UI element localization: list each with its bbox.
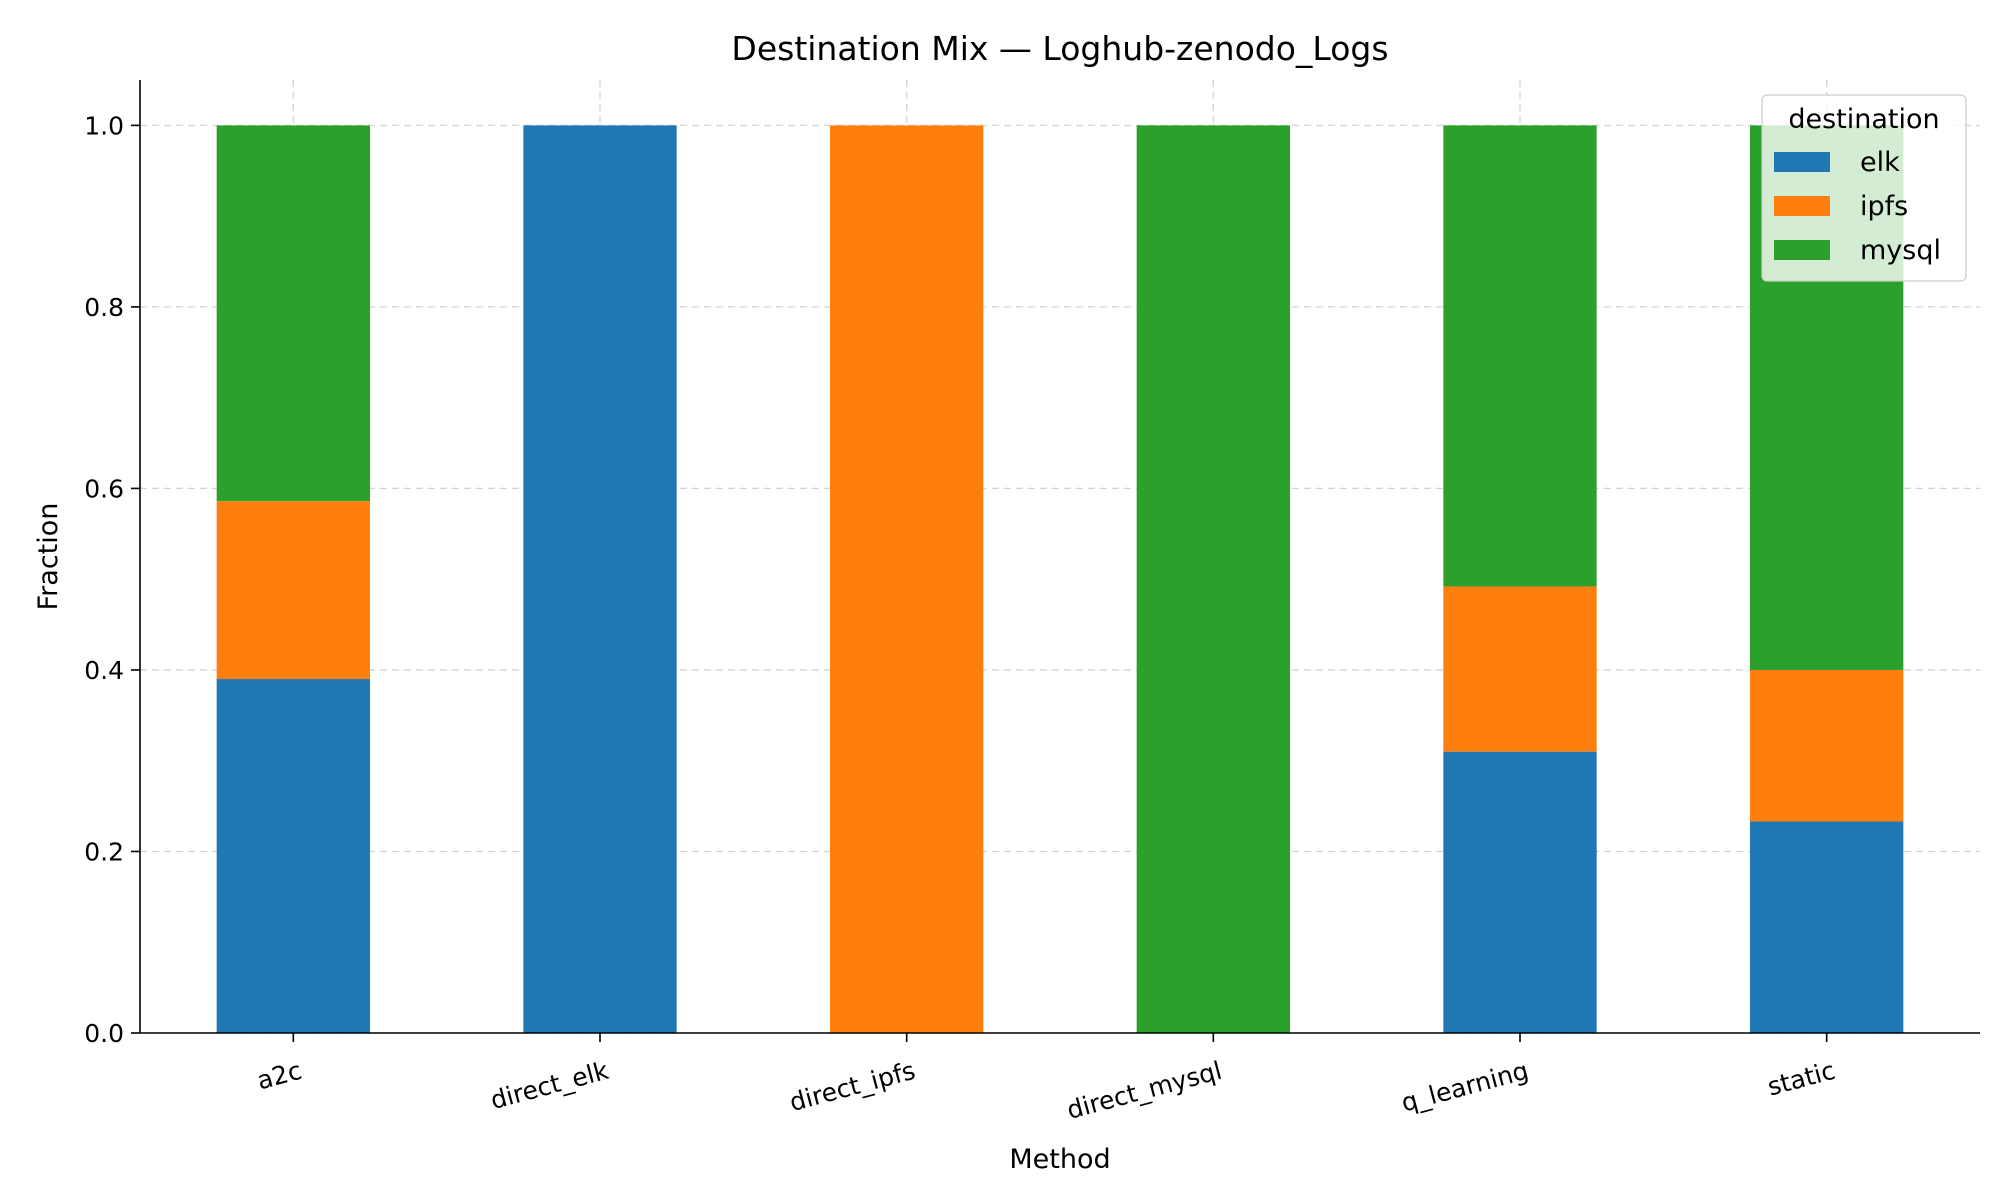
legend-box [1761, 94, 1967, 282]
bars [216, 125, 1904, 1033]
legend-swatch-ipfs [1774, 196, 1830, 216]
legend-title: destination [1788, 104, 1939, 135]
legend-swatch-mysql [1774, 240, 1830, 260]
bar-ipfs-q_learning [1443, 586, 1597, 752]
x-tick-label: q_learning [1398, 1056, 1531, 1118]
bar-mysql-q_learning [1443, 125, 1597, 587]
legend-label-mysql: mysql [1860, 235, 1941, 266]
bar-elk-static [1750, 821, 1904, 1033]
y-tick-label: 1.0 [84, 111, 124, 140]
x-tick-label: direct_ipfs [786, 1056, 918, 1117]
bar-elk-direct_elk [523, 125, 677, 1033]
y-tick-label: 0.4 [84, 656, 124, 685]
bar-mysql-direct_mysql [1136, 125, 1290, 1033]
bar-ipfs-static [1750, 669, 1904, 822]
x-tick-label: static [1764, 1056, 1838, 1102]
legend: destination elk ipfs mysql [1761, 94, 1967, 282]
y-tick-label: 0.2 [84, 837, 124, 866]
chart-title: Destination Mix — Loghub-zenodo_Logs [731, 29, 1388, 68]
axes [139, 80, 1980, 1034]
x-tick-label: a2c [254, 1056, 305, 1096]
grid [140, 80, 1980, 1034]
x-axis-label: Method [1009, 1144, 1110, 1175]
y-tick-label: 0.8 [84, 293, 124, 322]
bar-elk-q_learning [1443, 751, 1597, 1033]
legend-label-ipfs: ipfs [1860, 191, 1908, 222]
y-tick-label: 0.0 [84, 1019, 124, 1048]
y-tick-label: 0.6 [84, 474, 124, 503]
x-tick-label: direct_mysql [1064, 1056, 1225, 1125]
legend-label-elk: elk [1860, 147, 1900, 178]
bar-mysql-a2c [216, 125, 370, 502]
legend-swatch-elk [1774, 152, 1830, 172]
bar-elk-a2c [216, 679, 370, 1033]
bar-ipfs-direct_ipfs [830, 125, 984, 1033]
bar-ipfs-a2c [216, 501, 370, 680]
y-axis-label: Fraction [33, 503, 64, 611]
x-tick-label: direct_elk [487, 1056, 612, 1115]
